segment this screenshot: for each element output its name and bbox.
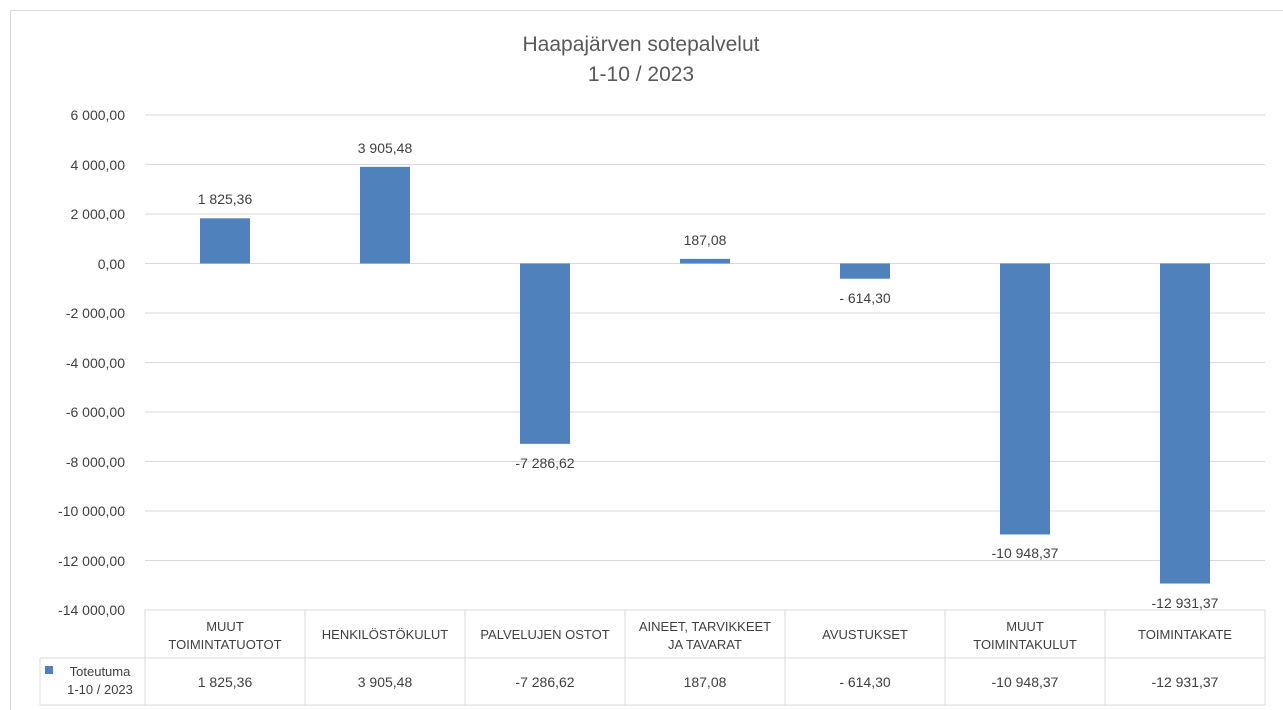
data-label: -10 948,37 (991, 545, 1059, 562)
data-label: - 614,30 (839, 289, 891, 306)
y-tick-label: -10 000,00 (58, 503, 125, 519)
data-label: 187,08 (683, 231, 727, 248)
bar (840, 263, 890, 279)
y-tick-label: 4 000,00 (70, 156, 126, 173)
data-label: -7 286,62 (515, 454, 575, 471)
bar (360, 166, 410, 264)
y-tick-label: -4 000,00 (65, 354, 125, 371)
bar (200, 218, 250, 264)
x-tick-label: PALVELUJEN OSTOT (480, 627, 610, 642)
table-value: 1 825,36 (197, 674, 253, 690)
bar (1160, 263, 1210, 584)
x-tick-label: MUUT TOIMINTATUOTOT (168, 619, 282, 652)
table-value: -7 286,62 (515, 674, 575, 690)
legend-swatch (45, 666, 53, 674)
y-tick-label: 0,00 (97, 255, 125, 272)
data-label: -12 931,37 (1151, 594, 1219, 611)
y-tick-label: -2 000,00 (65, 305, 125, 321)
table-value: -12 931,37 (1151, 674, 1219, 690)
legend-label: Toteutuma 1-10 / 2023 (67, 664, 133, 697)
data-label: 3 905,48 (357, 139, 413, 156)
bar (1000, 263, 1050, 535)
chart-title: Haapajärven sotepalvelut 1-10 / 2023 (522, 33, 760, 86)
y-tick-label: 6 000,00 (70, 107, 126, 123)
bar (520, 263, 570, 444)
data-label: 1 825,36 (197, 191, 253, 208)
x-tick-label: MUUT TOIMINTAKULUT (973, 619, 1077, 652)
y-tick-label: -6 000,00 (65, 404, 125, 420)
y-tick-label: 2 000,00 (70, 206, 126, 222)
table-value: - 614,30 (839, 674, 891, 690)
chart-border (10, 10, 1283, 710)
x-tick-label: AINEET, TARVIKKEET JA TAVARAT (638, 619, 772, 652)
y-tick-label: -8 000,00 (65, 453, 125, 470)
x-tick-label: HENKILÖSTÖKULUT (321, 627, 449, 642)
table-value: -10 948,37 (991, 674, 1059, 690)
table-value: 187,08 (683, 674, 727, 690)
y-tick-label: -12 000,00 (58, 552, 125, 569)
table-value: 3 905,48 (357, 674, 413, 690)
x-tick-label: TOIMINTAKATE (1138, 627, 1232, 642)
x-tick-label: AVUSTUKSET (822, 627, 908, 642)
y-tick-label: -14 000,00 (58, 602, 125, 618)
bar (680, 258, 730, 264)
